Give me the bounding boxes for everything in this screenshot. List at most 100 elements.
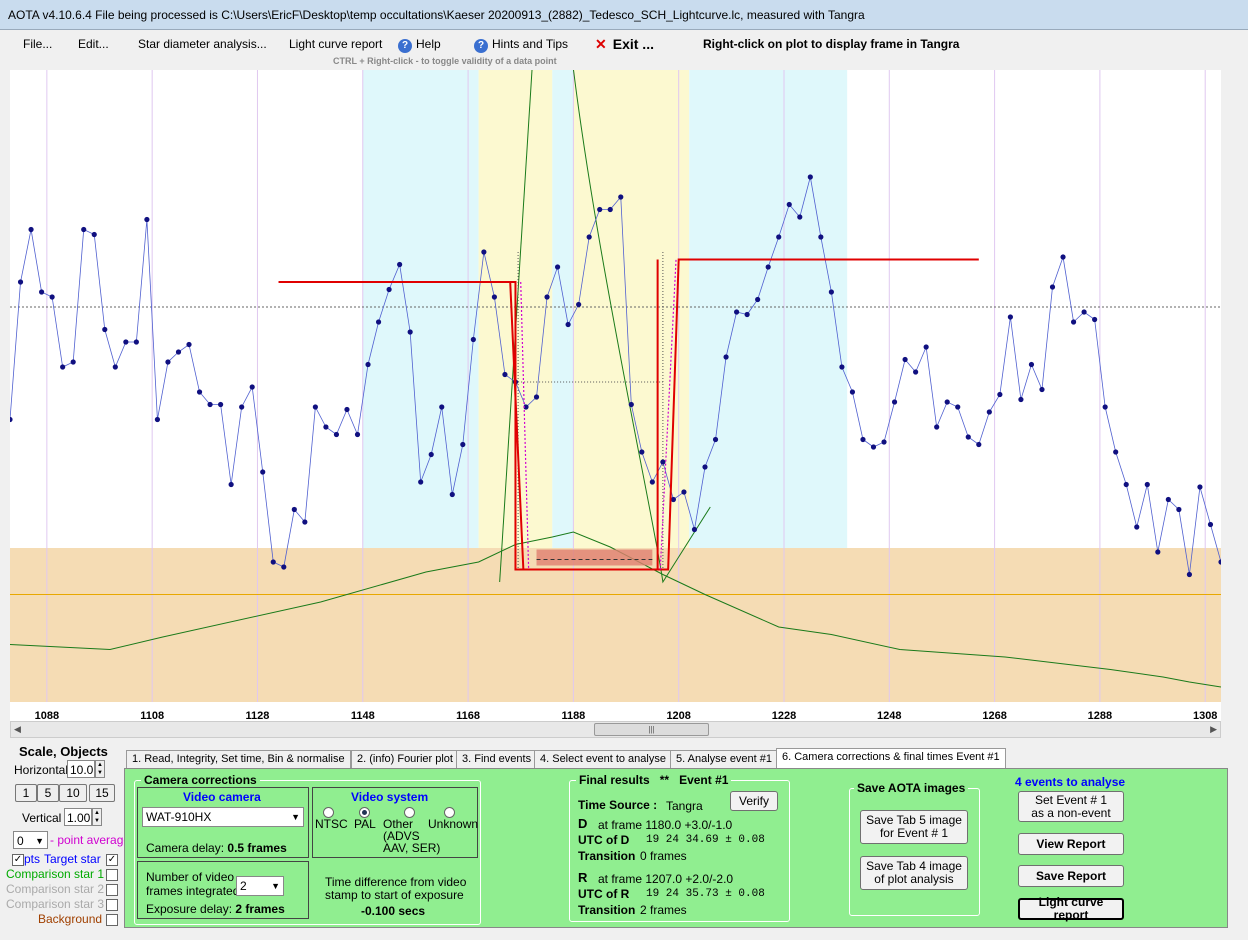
scale-btn-10[interactable]: 10 xyxy=(59,784,87,802)
model-inner-line xyxy=(278,259,659,571)
other-radio[interactable] xyxy=(404,805,415,819)
data-point-68 xyxy=(723,354,729,360)
camera-corrections-panel: Camera corrections Video camera WAT-910H… xyxy=(124,768,1228,928)
x-tick-label-11: 1308 xyxy=(1193,710,1217,721)
num-frames-label2: frames integrated xyxy=(146,884,240,898)
tab-camera-corrections[interactable]: 6. Camera corrections & final times Even… xyxy=(776,748,1006,768)
horizontal-input[interactable]: 10.0 xyxy=(67,760,95,778)
x-tick-label-5: 1188 xyxy=(561,710,585,721)
data-point-53 xyxy=(565,321,571,328)
data-point-24 xyxy=(260,469,266,475)
ntsc-label: NTSC xyxy=(315,817,348,831)
pts-toggle[interactable]: ✓ pts xyxy=(12,852,40,866)
data-point-85 xyxy=(902,356,908,363)
data-point-109 xyxy=(1155,549,1161,555)
vertical-input[interactable]: 1.00 xyxy=(64,808,92,826)
menu-light-curve-report[interactable]: Light curve report xyxy=(289,37,383,51)
data-point-105 xyxy=(1113,449,1119,455)
save-report-button[interactable]: Save Report xyxy=(1018,865,1124,887)
data-point-9 xyxy=(102,326,108,333)
scale-btn-15[interactable]: 15 xyxy=(89,784,115,802)
data-point-44 xyxy=(470,336,476,343)
save-tab5-button[interactable]: Save Tab 5 image for Event # 1 xyxy=(860,810,968,844)
data-point-19 xyxy=(207,401,213,408)
tab-fourier[interactable]: 2. (info) Fourier plot xyxy=(351,750,459,768)
x-tick-label-4: 1168 xyxy=(456,710,480,721)
data-point-18 xyxy=(196,389,203,395)
menu-hints[interactable]: ? Hints and Tips xyxy=(474,37,568,53)
comp1-checkbox[interactable] xyxy=(106,867,118,881)
data-point-58 xyxy=(618,194,624,200)
data-point-22 xyxy=(239,404,245,410)
data-point-49 xyxy=(523,404,529,410)
menu-exit[interactable]: ✕ Exit ... xyxy=(595,36,654,53)
data-point-76 xyxy=(807,174,813,180)
light-curve-svg[interactable]: 1088 1108 1128 1148 1168 1188 1208 1228 1248 1268… xyxy=(10,70,1221,721)
ctrl-hint: CTRL + Right-click - to toggle validity … xyxy=(333,56,557,66)
menu-star-diameter[interactable]: Star diameter analysis... xyxy=(138,37,267,51)
tab-read[interactable]: 1. Read, Integrity, Set time, Bin & norm… xyxy=(126,750,351,768)
data-point-102 xyxy=(1081,309,1087,315)
cyan-band-mid xyxy=(552,70,574,548)
data-point-50 xyxy=(533,394,540,400)
save-tab4-button[interactable]: Save Tab 4 image of plot analysis xyxy=(860,856,968,890)
data-point-74 xyxy=(786,201,792,208)
r-frame-text: at frame 1207.0 +2.0/-2.0 xyxy=(598,872,734,886)
comp2-checkbox[interactable] xyxy=(106,882,118,896)
menu-help[interactable]: ? Help xyxy=(398,37,441,53)
point-average-select[interactable]: 0 ▼ xyxy=(13,831,48,849)
data-point-0 xyxy=(10,416,13,423)
camera-corrections-group: Camera corrections Video camera WAT-910H… xyxy=(134,773,481,925)
horizontal-spinner[interactable]: ▲ ▼ xyxy=(95,760,105,778)
plot-scrollbar[interactable]: ◀ ||| ▶ xyxy=(10,721,1221,738)
data-point-21 xyxy=(228,481,234,488)
x-tick-label-9: 1268 xyxy=(982,710,1006,721)
menu-hints-label: Hints and Tips xyxy=(492,37,569,51)
comp2-label: Comparison star 2 xyxy=(6,882,105,896)
x-tick-label-8: 1248 xyxy=(877,710,901,721)
data-point-26 xyxy=(281,564,287,570)
point-average-value: 0 xyxy=(17,834,24,848)
scale-btn-1[interactable]: 1 xyxy=(15,784,37,802)
pts-checkbox[interactable]: ✓ xyxy=(12,853,24,866)
set-non-event-button[interactable]: Set Event # 1 as a non-event xyxy=(1018,791,1124,822)
ntsc-radio[interactable] xyxy=(323,805,334,819)
data-point-94 xyxy=(997,391,1003,398)
vertical-spinner[interactable]: ▲ ▼ xyxy=(92,808,102,826)
data-point-106 xyxy=(1123,481,1129,488)
comp3-checkbox[interactable] xyxy=(106,897,118,911)
scroll-right-icon[interactable]: ▶ xyxy=(1210,724,1217,734)
view-report-button[interactable]: View Report xyxy=(1018,833,1124,855)
data-point-36 xyxy=(386,286,392,293)
tab-find-events[interactable]: 3. Find events xyxy=(456,750,538,768)
utc-d-value: 19 24 34.69 ± 0.08 xyxy=(646,834,765,846)
frames-integrated-select[interactable]: 2 ▼ xyxy=(236,876,284,896)
data-point-115 xyxy=(1218,559,1221,565)
pal-radio[interactable] xyxy=(359,805,370,819)
data-point-3 xyxy=(38,289,45,295)
x-tick-label-2: 1128 xyxy=(246,710,270,721)
menu-file[interactable]: File... xyxy=(23,37,53,51)
menu-edit[interactable]: Edit... xyxy=(78,37,109,51)
data-point-35 xyxy=(375,319,382,325)
scroll-thumb[interactable]: ||| xyxy=(594,723,709,736)
verify-button[interactable]: Verify xyxy=(730,791,778,811)
tab-select-event[interactable]: 4. Select event to analyse xyxy=(534,750,672,768)
data-point-38 xyxy=(407,329,413,335)
scale-btn-5[interactable]: 5 xyxy=(37,784,59,802)
unknown-radio[interactable] xyxy=(444,805,455,819)
data-point-63 xyxy=(670,496,677,503)
camera-model-select[interactable]: WAT-910HX ▼ xyxy=(142,807,304,827)
target-star-checkbox[interactable]: ✓ xyxy=(106,852,118,866)
x-tick-label-6: 1208 xyxy=(666,710,690,721)
pts-label: pts xyxy=(24,852,41,866)
camera-delay-value: 0.5 frames xyxy=(227,841,287,855)
light-curve-plot[interactable]: 1088 1108 1128 1148 1168 1188 1208 1228 1248 1268… xyxy=(10,70,1221,721)
unknown-label: Unknown xyxy=(428,817,479,831)
light-curve-report-button[interactable]: Light curve report xyxy=(1018,896,1124,922)
other-sub2: AAV, SER) xyxy=(383,841,441,855)
background-checkbox[interactable] xyxy=(106,912,118,926)
data-point-39 xyxy=(418,479,424,485)
scroll-left-icon[interactable]: ◀ xyxy=(14,724,21,734)
tab-analyse-event[interactable]: 5. Analyse event #1 xyxy=(670,750,779,768)
